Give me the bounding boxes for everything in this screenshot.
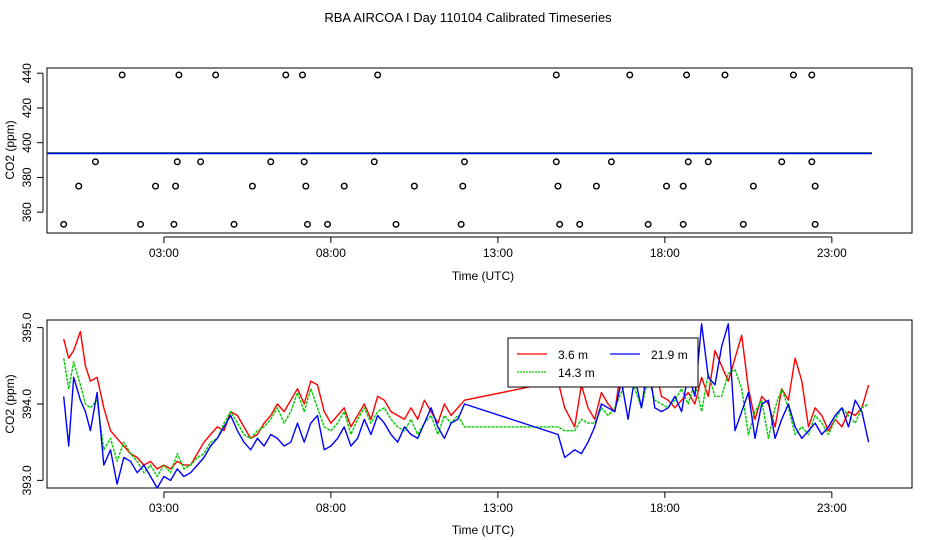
top-data-point — [392, 220, 400, 228]
top-data-point — [91, 158, 99, 166]
bottom-panel-frame — [46, 319, 913, 489]
top-data-point — [704, 158, 712, 166]
top-axes: 03:00 08:00 13:00 18:00 23:00 360 380 400 420 440 — [20, 63, 847, 260]
top-data-point — [460, 158, 468, 166]
top-data-point — [626, 71, 634, 79]
top-data-point — [137, 220, 145, 228]
legend: 3.6 m 14.3 m 21.9 m — [507, 337, 699, 388]
top-data-point — [789, 71, 797, 79]
top-data-point — [298, 71, 306, 79]
bottom-x-axis-label: Time (UTC) — [452, 523, 514, 537]
top-data-point — [644, 220, 652, 228]
top-data-point — [808, 158, 816, 166]
top-y-tick-label: 380 — [20, 167, 34, 187]
top-data-point — [374, 71, 382, 79]
bottom-y-axis-label: CO2 (ppm) — [3, 374, 17, 433]
top-x-tick-label: 08:00 — [316, 246, 346, 260]
top-data-point — [75, 182, 83, 190]
figure-title: RBA AIRCOA I Day 110104 Calibrated Times… — [324, 10, 612, 25]
top-panel-frame — [46, 67, 913, 234]
top-data-point — [267, 158, 275, 166]
top-data-point — [679, 182, 687, 190]
top-data-point — [410, 182, 418, 190]
top-data-point — [459, 182, 467, 190]
series-line-21-9-m — [63, 323, 870, 489]
top-data-point — [592, 182, 600, 190]
legend-label-14-3m: 14.3 m — [558, 366, 595, 380]
top-data-layer — [47, 71, 872, 228]
bottom-x-tick-label: 08:00 — [316, 501, 346, 515]
top-panel: Time (UTC) CO2 (ppm) 03:00 08:00 13:00 18:0… — [3, 63, 913, 283]
top-data-point — [60, 220, 68, 228]
top-data-point — [749, 182, 757, 190]
top-y-tick-label: 420 — [20, 98, 34, 118]
top-data-point — [304, 220, 312, 228]
series-line-14-3-m — [63, 358, 869, 478]
top-data-point — [811, 220, 819, 228]
top-data-point — [811, 182, 819, 190]
bottom-x-tick-label: 23:00 — [817, 501, 847, 515]
top-data-point — [607, 158, 615, 166]
bottom-x-tick-label: 03:00 — [149, 501, 179, 515]
top-data-point — [152, 182, 160, 190]
bottom-y-tick-label: 393.0 — [20, 465, 34, 495]
bottom-x-tick-label: 13:00 — [483, 501, 513, 515]
top-data-point — [739, 220, 747, 228]
top-data-point — [457, 220, 465, 228]
bottom-x-tick-label: 18:00 — [650, 501, 680, 515]
top-data-point — [778, 158, 786, 166]
top-data-point — [170, 220, 178, 228]
bottom-axes: 03:00 08:00 13:00 18:00 23:00 393.0 394.0 395.0 — [20, 312, 847, 515]
top-data-point — [282, 71, 290, 79]
bottom-y-tick-label: 395.0 — [20, 312, 34, 342]
top-data-point — [302, 182, 310, 190]
top-data-point — [175, 71, 183, 79]
top-data-point — [556, 220, 564, 228]
top-data-point — [576, 220, 584, 228]
top-data-point — [340, 182, 348, 190]
top-x-tick-label: 13:00 — [483, 246, 513, 260]
top-data-point — [552, 158, 560, 166]
top-data-point — [721, 71, 729, 79]
top-data-point — [118, 71, 126, 79]
top-data-point — [552, 71, 560, 79]
series-line-3-6-m — [63, 330, 870, 470]
top-data-point — [554, 182, 562, 190]
top-data-point — [230, 220, 238, 228]
top-data-point — [683, 71, 691, 79]
top-data-point — [324, 220, 332, 228]
top-data-point — [172, 182, 180, 190]
top-data-point — [679, 220, 687, 228]
top-data-point — [808, 71, 816, 79]
top-y-tick-label: 400 — [20, 132, 34, 152]
bottom-y-tick-label: 394.0 — [20, 389, 34, 419]
legend-label-3-6m: 3.6 m — [558, 348, 588, 362]
bottom-data-layer — [63, 323, 870, 489]
top-y-tick-label: 440 — [20, 63, 34, 83]
top-data-point — [248, 182, 256, 190]
top-x-tick-label: 18:00 — [650, 246, 680, 260]
top-data-point — [370, 158, 378, 166]
top-data-point — [197, 158, 205, 166]
bottom-panel: Time (UTC) CO2 (ppm) 03:00 08:00 13:00 18:0… — [3, 312, 913, 537]
top-data-point — [173, 158, 181, 166]
top-x-axis-label: Time (UTC) — [452, 269, 514, 283]
top-data-point — [212, 71, 220, 79]
legend-box — [507, 337, 699, 388]
top-data-point — [300, 158, 308, 166]
legend-label-21-9m: 21.9 m — [651, 348, 688, 362]
top-data-point — [663, 182, 671, 190]
top-x-tick-label: 23:00 — [817, 246, 847, 260]
top-y-tick-label: 360 — [20, 202, 34, 222]
top-x-tick-label: 03:00 — [149, 246, 179, 260]
top-y-axis-label: CO2 (ppm) — [3, 120, 17, 179]
top-data-point — [684, 158, 692, 166]
